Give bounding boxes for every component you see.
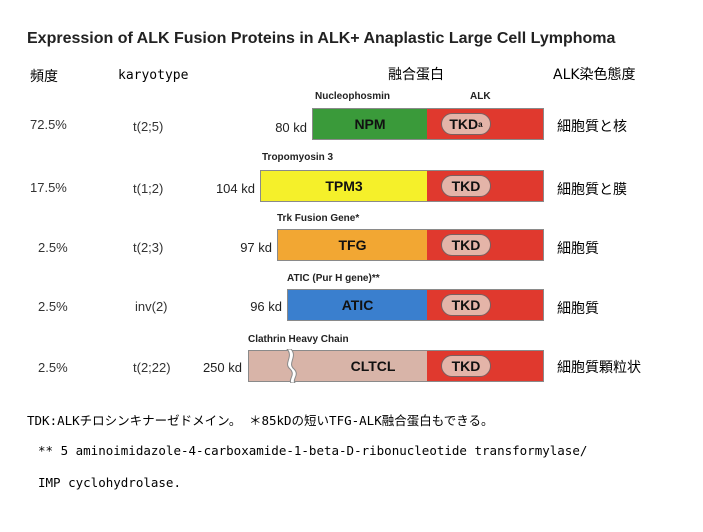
footnote-atic-cont: IMP cyclohydrolase. — [38, 475, 181, 490]
partner-segment-tfg: TFG — [278, 230, 427, 260]
frequency-npm: 72.5% — [30, 117, 67, 132]
molecular-weight-cltcl: 250 kd — [202, 360, 242, 375]
protein-label-atic: ATIC (Pur H gene)** — [287, 273, 380, 284]
karyotype-tfg: t(2;3) — [133, 240, 164, 255]
fusion-bar-tfg: TFG TKD — [277, 229, 544, 261]
partner-segment-npm: NPM — [313, 109, 427, 139]
fusion-bar-atic: ATIC TKD — [287, 289, 544, 321]
location-tpm3: 細胞質と膜 — [557, 182, 627, 198]
tkd-domain: TKD — [441, 294, 491, 316]
molecular-weight-npm: 80 kd — [275, 120, 307, 135]
protein-label-tfg: Trk Fusion Gene* — [277, 213, 360, 224]
protein-label-cltcl: Clathrin Heavy Chain — [248, 334, 349, 345]
tkd-domain: TKD — [441, 234, 491, 256]
fusion-bar-tpm3: TPM3 TKD — [260, 170, 544, 202]
partner-segment-atic: ATIC — [288, 290, 427, 320]
karyotype-atic: inv(2) — [135, 299, 168, 314]
header-karyotype: karyotype — [118, 68, 189, 83]
footnote-tkd: TDK:ALKチロシンキナーゼドメイン。 ＊85kDの短いTFG-ALK融合蛋白… — [27, 413, 494, 428]
partner-segment-tpm3: TPM3 — [261, 171, 427, 201]
tkd-domain: TKD — [441, 175, 491, 197]
footnote-atic: ** 5 aminoimidazole-4-carboxamide-1-beta… — [38, 443, 588, 458]
tkd-domain: TKD a — [441, 113, 491, 135]
fusion-bar-cltcl: CLTCL TKD — [248, 349, 544, 383]
figure-title: Expression of ALK Fusion Proteins in ALK… — [27, 30, 616, 47]
karyotype-tpm3: t(1;2) — [133, 181, 164, 196]
molecular-weight-atic: 96 kd — [250, 299, 282, 314]
protein-label-npm: Nucleophosmin — [315, 91, 391, 102]
frequency-tpm3: 17.5% — [30, 180, 67, 195]
frequency-cltcl: 2.5% — [38, 360, 68, 375]
alk-label: ALK — [470, 91, 491, 102]
fusion-bar-npm: NPM TKD a — [312, 108, 544, 140]
header-fusion-protein: 融合蛋白 — [388, 67, 444, 83]
location-atic: 細胞質 — [557, 301, 599, 317]
molecular-weight-tpm3: 104 kd — [215, 181, 255, 196]
karyotype-cltcl: t(2;22) — [133, 360, 171, 375]
header-alk-staining: ALK染色態度 — [553, 67, 636, 83]
frequency-atic: 2.5% — [38, 299, 68, 314]
frequency-tfg: 2.5% — [38, 240, 68, 255]
location-npm: 細胞質と核 — [557, 119, 627, 135]
tkd-domain: TKD — [441, 355, 491, 377]
location-tfg: 細胞質 — [557, 241, 599, 257]
protein-label-tpm3: Tropomyosin 3 — [262, 152, 334, 163]
partner-segment-cltcl: CLTCL — [249, 351, 427, 381]
molecular-weight-tfg: 97 kd — [240, 240, 272, 255]
location-cltcl: 細胞質顆粒状 — [557, 360, 641, 376]
header-frequency: 頻度 — [30, 69, 58, 85]
break-icon — [286, 349, 297, 383]
karyotype-npm: t(2;5) — [133, 119, 164, 134]
